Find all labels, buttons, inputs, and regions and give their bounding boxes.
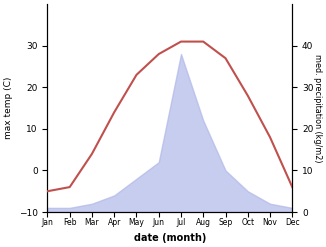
X-axis label: date (month): date (month) [134, 233, 206, 243]
Y-axis label: med. precipitation (kg/m2): med. precipitation (kg/m2) [313, 54, 322, 162]
Y-axis label: max temp (C): max temp (C) [4, 77, 13, 139]
